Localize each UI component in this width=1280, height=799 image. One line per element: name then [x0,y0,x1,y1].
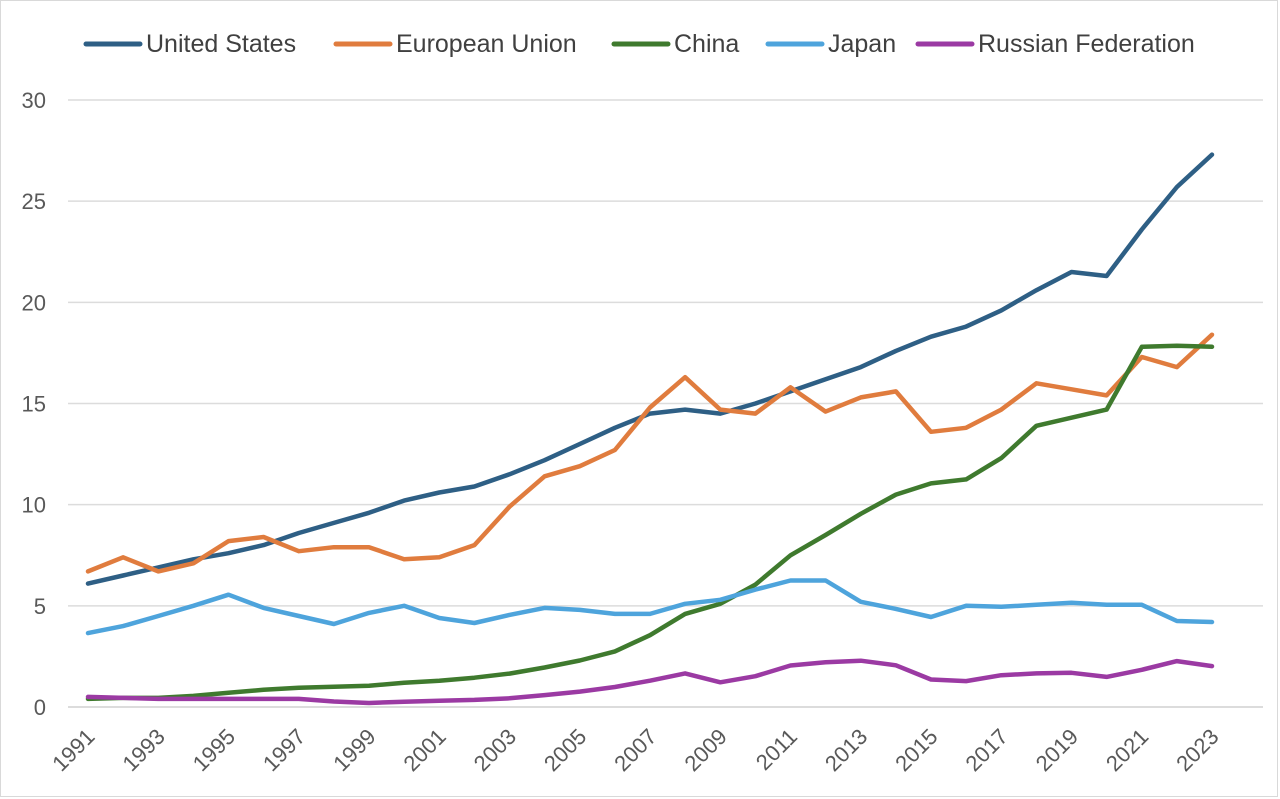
legend-item-russian-federation: Russian Federation [915,30,1195,58]
series-line-russian-federation [85,658,1215,706]
x-tick-label: 2019 [1031,724,1083,776]
series-line-united-states [85,152,1215,586]
x-tick-label: 1997 [258,724,310,776]
series-lines [85,152,1215,706]
x-tick-label: 2021 [1101,724,1153,776]
legend-label: Russian Federation [978,30,1195,58]
y-tick-label: 30 [22,88,46,113]
legend-label: United States [146,30,296,58]
legend-item-united-states: United States [83,30,296,58]
y-tick-label: 25 [22,189,46,214]
x-tick-label: 2007 [609,724,661,776]
series-line-japan [85,578,1215,636]
x-tick-label: 1991 [47,724,99,776]
x-tick-label: 2001 [398,724,450,776]
x-tick-label: 1993 [117,724,169,776]
legend-item-china: China [611,30,739,58]
legend-label: China [674,30,739,58]
y-tick-label: 15 [22,392,46,417]
legend-item-european-union: European Union [333,30,577,58]
y-tick-label: 20 [22,290,46,315]
legend-item-japan: Japan [765,30,896,58]
x-tick-label: 2017 [960,724,1012,776]
x-tick-label: 2009 [679,724,731,776]
legend: United States European Union China Japan Rus… [83,30,1195,58]
gridlines [68,99,1263,708]
x-tick-label: 2023 [1171,724,1223,776]
legend-label: Japan [828,30,896,58]
x-tick-label: 2003 [469,724,521,776]
x-tick-label: 2013 [820,724,872,776]
legend-label: European Union [396,30,577,58]
y-axis-ticks: 0 5 10 15 20 25 30 [22,88,46,720]
y-tick-label: 10 [22,493,46,518]
series-line-european-union [85,332,1215,574]
x-tick-label: 2005 [539,724,591,776]
x-tick-label: 1995 [188,724,240,776]
y-tick-label: 5 [34,594,46,619]
x-tick-label: 1999 [328,724,380,776]
series-line-china [85,343,1215,702]
x-axis-ticks: 1991 1993 1995 1997 1999 2001 2003 2005 2007 2009… [47,724,1223,776]
x-tick-label: 2011 [751,724,802,775]
x-tick-label: 2015 [890,724,942,776]
y-tick-label: 0 [34,695,46,720]
